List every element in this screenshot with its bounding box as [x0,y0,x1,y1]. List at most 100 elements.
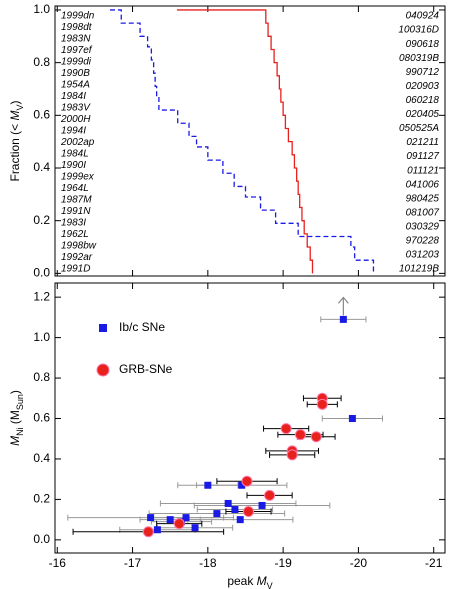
point [280,423,292,435]
axis-title: peak MV [227,574,272,589]
axis-title-part: M [257,574,267,588]
point [231,506,239,514]
y-tick-label: 0.4 [33,451,50,465]
point [294,429,306,441]
x-tick-label: -19 [274,556,292,570]
legend-marker [99,324,107,332]
sn-name: 1984L [61,149,89,160]
x-tick-label: -16 [49,556,67,570]
sn-name: 2000H [60,114,91,125]
point [242,506,254,518]
legend-label: GRB-SNe [119,362,173,376]
sn-name: 020405 [406,109,440,120]
sn-name: 050525A [399,123,439,134]
sn-name: 080319B [399,53,439,64]
sn-name: 081007 [406,207,440,218]
sn-name: 1983N [61,34,91,45]
sn-name: 040924 [406,11,440,22]
sn-name: 030329 [406,221,440,232]
axis-title-part: M [8,110,22,120]
point [339,315,347,323]
sn-name: 1999ex [61,172,95,183]
plot-frame [54,282,446,554]
sn-name: 1962L [61,229,89,240]
plot-frame [54,5,446,277]
point [264,489,276,501]
axis-title-part: peak [227,574,256,588]
sn-name: 1999dn [61,11,95,22]
sn-name: 021211 [406,137,439,148]
axis-title-part: Sun [15,394,25,410]
sn-name: 1992ar [61,252,93,263]
y-tick-label: 0.6 [33,107,50,121]
point [310,431,322,443]
sn-name: 091127 [406,151,439,162]
sn-name: 031203 [406,250,440,261]
sn-name: 1997ef [61,45,93,56]
y-tick-label: 0.8 [33,370,50,384]
axis-title-part: ) [8,390,22,394]
point [241,475,253,487]
point [316,398,328,410]
point [204,481,212,489]
sn-name: 101219B [399,264,439,275]
y-tick-label: 1.2 [33,289,50,303]
sn-name: 1998bw [61,241,97,252]
axis-title-part: V [267,581,273,589]
y-tick-label: 0.0 [33,532,50,546]
point [166,516,174,524]
sn-name: 970228 [406,236,440,247]
sn-name: 2002ap [60,137,95,148]
x-tick-label: -18 [199,556,217,570]
sn-name: 020903 [406,81,440,92]
point [258,501,266,509]
sn-name: 1954A [61,80,90,91]
point [213,510,221,518]
y-tick-label: 1.0 [33,330,50,344]
x-tick-label: -21 [425,556,443,570]
sn-name: 1991D [61,264,90,275]
sn-name: 990712 [406,67,440,78]
point [142,526,154,538]
point [173,518,185,530]
axis-title-part: Ni [15,427,25,436]
step-line [176,9,314,274]
sn-name: 041006 [406,179,440,190]
y-tick-label: 0.2 [33,213,50,227]
point [153,526,161,534]
sn-name: 1983I [61,218,86,229]
limit-arrow [337,296,349,316]
y-tick-label: 0.0 [33,266,50,280]
point [286,449,298,461]
point [348,415,356,423]
point [236,516,244,524]
y-tick-label: 0.6 [33,411,50,425]
sn-name: 1984I [61,91,86,102]
sn-name: 060218 [406,95,440,106]
y-tick-label: 0.2 [33,492,50,506]
axis-title-part: (M [8,410,22,427]
point [147,514,155,522]
sn-name: 1991N [61,206,91,217]
sn-name: 1990I [61,160,86,171]
axis-title-part: V [15,104,25,110]
sn-name: 011121 [407,165,439,176]
y-tick-label: 1.0 [33,2,50,16]
point [224,499,232,507]
y-tick-label: 0.4 [33,160,50,174]
legend-label: Ib/c SNe [119,320,165,334]
axis-title: MNi (MSun) [8,390,25,446]
point [182,514,190,522]
y-tick-label: 0.8 [33,55,50,69]
axis-title-part: ) [8,100,22,104]
sn-name: 1990B [61,68,90,79]
legend-marker [96,363,110,377]
axis-title-part: M [8,436,22,446]
axis-title-part: Fraction (< [8,120,22,181]
sn-name: 980425 [406,193,440,204]
sn-name: 1999di [61,57,92,68]
sn-name: 090618 [406,39,440,50]
sn-name: 1998dt [61,22,93,33]
point [238,481,246,489]
